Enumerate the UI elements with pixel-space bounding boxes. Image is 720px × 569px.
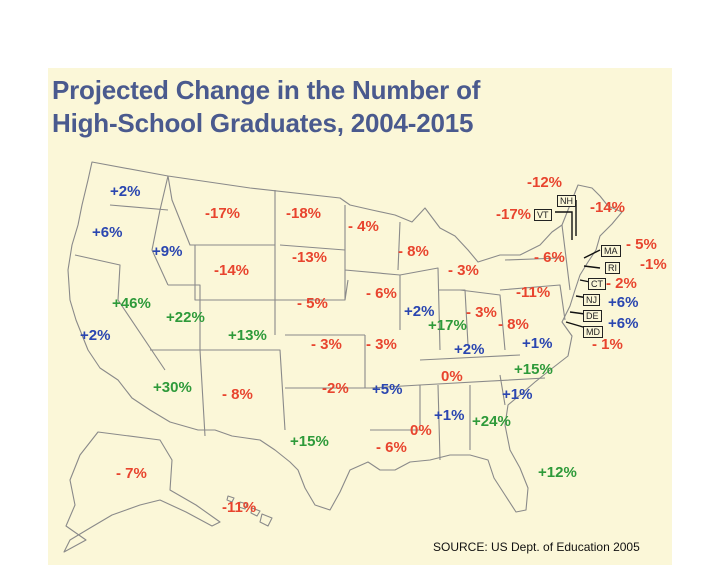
state-label-ga: +24% bbox=[472, 413, 511, 430]
state-label-hi: -11% bbox=[222, 499, 257, 516]
callout-md: MD bbox=[583, 326, 603, 338]
state-label-ak: - 7% bbox=[116, 465, 147, 482]
state-label-fl: +12% bbox=[538, 464, 577, 481]
state-label-sc: +1% bbox=[502, 386, 533, 403]
callout-ri: RI bbox=[605, 262, 620, 274]
state-label-ri: -1% bbox=[640, 256, 667, 273]
state-label-in: +17% bbox=[428, 317, 467, 334]
state-label-tx: +15% bbox=[290, 433, 329, 450]
state-label-al: +1% bbox=[434, 407, 465, 424]
title-line-1: Projected Change in the Number of bbox=[52, 75, 481, 105]
callout-nj: NJ bbox=[583, 294, 600, 306]
state-label-mn: - 4% bbox=[348, 218, 379, 235]
state-label-pa: -11% bbox=[516, 284, 551, 301]
map-title: Projected Change in the Number of High-S… bbox=[52, 74, 480, 140]
state-label-nm: - 8% bbox=[222, 386, 253, 403]
state-label-ny: - 6% bbox=[534, 249, 565, 266]
alaska-outline bbox=[63, 431, 221, 553]
state-label-ms: 0% bbox=[410, 422, 432, 439]
state-label-mt: -17% bbox=[205, 205, 241, 222]
hawaii-outline bbox=[226, 495, 273, 527]
state-label-ne: - 5% bbox=[297, 295, 328, 312]
callout-ma: MA bbox=[601, 245, 621, 257]
state-label-az: +30% bbox=[153, 379, 192, 396]
state-label-ct: - 2% bbox=[606, 275, 637, 292]
callout-nh: NH bbox=[557, 195, 576, 207]
state-label-oh: - 3% bbox=[466, 304, 497, 321]
state-label-nh: -12% bbox=[527, 174, 563, 191]
state-label-wi: - 8% bbox=[398, 243, 429, 260]
callout-vt: VT bbox=[534, 209, 552, 221]
state-label-mo: - 3% bbox=[366, 336, 397, 353]
state-label-id: +9% bbox=[152, 243, 183, 260]
state-label-co: +13% bbox=[228, 327, 267, 344]
state-label-ca: +2% bbox=[80, 327, 111, 344]
state-label-vt: -17% bbox=[496, 206, 532, 223]
state-label-tn: 0% bbox=[441, 368, 463, 385]
callout-ct: CT bbox=[588, 278, 606, 290]
us-outline bbox=[67, 161, 623, 513]
state-label-la: - 6% bbox=[376, 439, 407, 456]
state-label-ma: - 5% bbox=[626, 236, 657, 253]
state-label-va: +1% bbox=[522, 335, 553, 352]
state-label-nd: -18% bbox=[286, 205, 322, 222]
state-label-md: - 1% bbox=[592, 336, 623, 353]
state-label-sd: -13% bbox=[292, 249, 328, 266]
state-label-wa: +2% bbox=[110, 183, 141, 200]
state-label-wv: - 8% bbox=[498, 316, 529, 333]
state-label-ks: - 3% bbox=[311, 336, 342, 353]
state-label-me: -14% bbox=[590, 199, 626, 216]
state-label-ar: +5% bbox=[372, 381, 403, 398]
state-label-il: +2% bbox=[404, 303, 435, 320]
state-label-de: +6% bbox=[608, 315, 639, 332]
callout-de: DE bbox=[583, 310, 602, 322]
state-label-ut: +22% bbox=[166, 309, 205, 326]
state-label-nv: +46% bbox=[112, 295, 151, 312]
title-line-2: High-School Graduates, 2004-2015 bbox=[52, 108, 474, 138]
state-label-ok: -2% bbox=[322, 380, 349, 397]
state-label-or: +6% bbox=[92, 224, 123, 241]
state-borders bbox=[74, 175, 571, 461]
source-note: SOURCE: US Dept. of Education 2005 bbox=[433, 540, 640, 554]
state-label-ia: - 6% bbox=[366, 285, 397, 302]
state-label-ky: +2% bbox=[454, 341, 485, 358]
state-label-wy: -14% bbox=[214, 262, 250, 279]
state-label-nj: +6% bbox=[608, 294, 639, 311]
map-panel bbox=[48, 68, 672, 565]
state-label-mi: - 3% bbox=[448, 262, 479, 279]
state-label-nc: +15% bbox=[514, 361, 553, 378]
